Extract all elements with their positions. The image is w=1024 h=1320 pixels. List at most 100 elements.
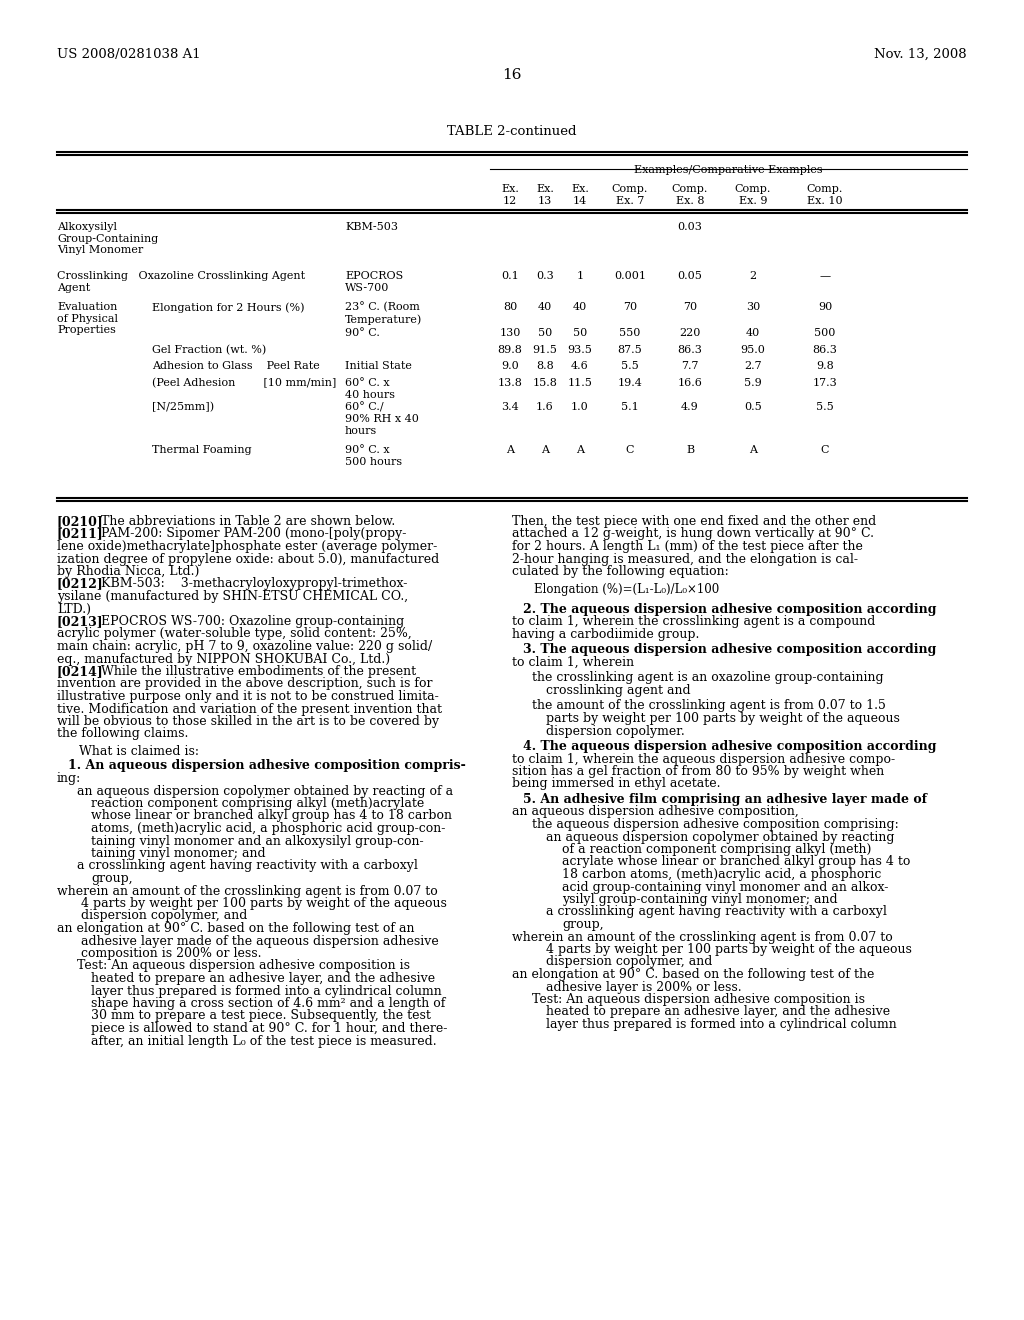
Text: ing:: ing: [57,772,81,785]
Text: The abbreviations in Table 2 are shown below.: The abbreviations in Table 2 are shown b… [93,515,395,528]
Text: an aqueous dispersion adhesive composition,: an aqueous dispersion adhesive compositi… [512,805,799,818]
Text: 2.7: 2.7 [744,360,762,371]
Text: group,: group, [91,873,133,884]
Text: Ex.: Ex. [536,183,554,194]
Text: the crosslinking agent is an oxazoline group-containing: the crosslinking agent is an oxazoline g… [532,672,884,685]
Text: Test: An aqueous dispersion adhesive composition is: Test: An aqueous dispersion adhesive com… [77,960,410,973]
Text: A: A [575,445,584,455]
Text: 16: 16 [502,69,522,82]
Text: A: A [749,445,757,455]
Text: 0.3: 0.3 [537,271,554,281]
Text: an aqueous dispersion copolymer obtained by reacting: an aqueous dispersion copolymer obtained… [546,830,895,843]
Text: 0.05: 0.05 [678,271,702,281]
Text: sition has a gel fraction of from 80 to 95% by weight when: sition has a gel fraction of from 80 to … [512,766,885,777]
Text: Ex.: Ex. [571,183,589,194]
Text: TABLE 2-continued: TABLE 2-continued [447,125,577,139]
Text: What is claimed is:: What is claimed is: [79,744,199,758]
Text: layer thus prepared is formed into a cylindrical column: layer thus prepared is formed into a cyl… [546,1018,897,1031]
Text: 0.1: 0.1 [501,271,519,281]
Text: being immersed in ethyl acetate.: being immersed in ethyl acetate. [512,777,721,791]
Text: an aqueous dispersion copolymer obtained by reacting of a: an aqueous dispersion copolymer obtained… [77,784,454,797]
Text: 89.8: 89.8 [498,345,522,355]
Text: Thermal Foaming: Thermal Foaming [152,445,252,455]
Text: taining vinyl monomer and an alkoxysilyl group-con-: taining vinyl monomer and an alkoxysilyl… [91,834,424,847]
Text: acrylate whose linear or branched alkyl group has 4 to: acrylate whose linear or branched alkyl … [562,855,910,869]
Text: ization degree of propylene oxide: about 5.0), manufactured: ization degree of propylene oxide: about… [57,553,439,565]
Text: 1: 1 [577,271,584,281]
Text: 86.3: 86.3 [678,345,702,355]
Text: acid group-containing vinyl monomer and an alkox-: acid group-containing vinyl monomer and … [562,880,889,894]
Text: 91.5: 91.5 [532,345,557,355]
Text: Adhesion to Glass    Peel Rate: Adhesion to Glass Peel Rate [152,360,319,371]
Text: 13.8: 13.8 [498,378,522,388]
Text: KBM-503:    3-methacryloyloxypropyl-trimethox-: KBM-503: 3-methacryloyloxypropyl-trimeth… [93,578,408,590]
Text: 18 carbon atoms, (meth)acrylic acid, a phosphoric: 18 carbon atoms, (meth)acrylic acid, a p… [562,869,882,880]
Text: layer thus prepared is formed into a cylindrical column: layer thus prepared is formed into a cyl… [91,985,441,998]
Text: Ex. 7: Ex. 7 [615,195,644,206]
Text: 30 mm to prepare a test piece. Subsequently, the test: 30 mm to prepare a test piece. Subsequen… [91,1010,431,1023]
Text: an elongation at 90° C. based on the following test of the: an elongation at 90° C. based on the fol… [512,968,874,981]
Text: tive. Modification and variation of the present invention that: tive. Modification and variation of the … [57,702,442,715]
Text: heated to prepare an adhesive layer, and the adhesive: heated to prepare an adhesive layer, and… [546,1006,890,1019]
Text: 9.8: 9.8 [816,360,834,371]
Text: [N/25mm]): [N/25mm]) [152,403,214,412]
Text: 19.4: 19.4 [617,378,642,388]
Text: dispersion copolymer, and: dispersion copolymer, and [81,909,248,923]
Text: Ex. 8: Ex. 8 [676,195,705,206]
Text: 1. An aqueous dispersion adhesive composition compris-: 1. An aqueous dispersion adhesive compos… [68,759,466,772]
Text: 60° C. x
40 hours: 60° C. x 40 hours [345,378,395,400]
Text: heated to prepare an adhesive layer, and the adhesive: heated to prepare an adhesive layer, and… [91,972,435,985]
Text: 16.6: 16.6 [678,378,702,388]
Text: 30: 30 [745,302,760,312]
Text: 3. The aqueous dispersion adhesive composition according: 3. The aqueous dispersion adhesive compo… [523,644,936,656]
Text: of a reaction component comprising alkyl (meth): of a reaction component comprising alkyl… [562,843,871,855]
Text: an elongation at 90° C. based on the following test of an: an elongation at 90° C. based on the fol… [57,921,415,935]
Text: Comp.: Comp. [735,183,771,194]
Text: 550: 550 [620,327,641,338]
Text: adhesive layer is 200% or less.: adhesive layer is 200% or less. [546,981,741,994]
Text: 86.3: 86.3 [813,345,838,355]
Text: 5.5: 5.5 [622,360,639,371]
Text: Test: An aqueous dispersion adhesive composition is: Test: An aqueous dispersion adhesive com… [532,993,865,1006]
Text: 5.5: 5.5 [816,403,834,412]
Text: 40: 40 [745,327,760,338]
Text: [0211]: [0211] [57,528,103,540]
Text: 80: 80 [503,302,517,312]
Text: 2-hour hanging is measured, and the elongation is cal-: 2-hour hanging is measured, and the elon… [512,553,858,565]
Text: wherein an amount of the crosslinking agent is from 0.07 to: wherein an amount of the crosslinking ag… [57,884,437,898]
Text: While the illustrative embodiments of the present: While the illustrative embodiments of th… [93,665,416,678]
Text: piece is allowed to stand at 90° C. for 1 hour, and there-: piece is allowed to stand at 90° C. for … [91,1022,447,1035]
Text: Ex. 9: Ex. 9 [738,195,767,206]
Text: the following claims.: the following claims. [57,727,188,741]
Text: EPOCROS WS-700: Oxazoline group-containing: EPOCROS WS-700: Oxazoline group-containi… [93,615,404,628]
Text: attached a 12 g-weight, is hung down vertically at 90° C.: attached a 12 g-weight, is hung down ver… [512,528,874,540]
Text: 0.03: 0.03 [678,222,702,232]
Text: 50: 50 [572,327,587,338]
Text: 4.6: 4.6 [571,360,589,371]
Text: 0.5: 0.5 [744,403,762,412]
Text: crosslinking agent and: crosslinking agent and [546,684,690,697]
Text: 5.1: 5.1 [622,403,639,412]
Text: 3.4: 3.4 [501,403,519,412]
Text: 70: 70 [683,302,697,312]
Text: composition is 200% or less.: composition is 200% or less. [81,946,261,960]
Text: acrylic polymer (water-soluble type, solid content: 25%,: acrylic polymer (water-soluble type, sol… [57,627,412,640]
Text: having a carbodiimide group.: having a carbodiimide group. [512,628,699,642]
Text: 12: 12 [503,195,517,206]
Text: 11.5: 11.5 [567,378,593,388]
Text: [0213]: [0213] [57,615,103,628]
Text: 4 parts by weight per 100 parts by weight of the aqueous: 4 parts by weight per 100 parts by weigh… [81,898,446,909]
Text: 4. The aqueous dispersion adhesive composition according: 4. The aqueous dispersion adhesive compo… [523,741,937,752]
Text: taining vinyl monomer; and: taining vinyl monomer; and [91,847,265,861]
Text: 14: 14 [572,195,587,206]
Text: the amount of the crosslinking agent is from 0.07 to 1.5: the amount of the crosslinking agent is … [532,700,886,713]
Text: 500: 500 [814,327,836,338]
Text: 40: 40 [538,302,552,312]
Text: (Peel Adhesion        [10 mm/min]: (Peel Adhesion [10 mm/min] [152,378,336,388]
Text: adhesive layer made of the aqueous dispersion adhesive: adhesive layer made of the aqueous dispe… [81,935,438,948]
Text: 70: 70 [623,302,637,312]
Text: EPOCROS
WS-700: EPOCROS WS-700 [345,271,403,293]
Text: 13: 13 [538,195,552,206]
Text: after, an initial length L₀ of the test piece is measured.: after, an initial length L₀ of the test … [91,1035,436,1048]
Text: 60° C./
90% RH x 40
hours: 60° C./ 90% RH x 40 hours [345,403,419,436]
